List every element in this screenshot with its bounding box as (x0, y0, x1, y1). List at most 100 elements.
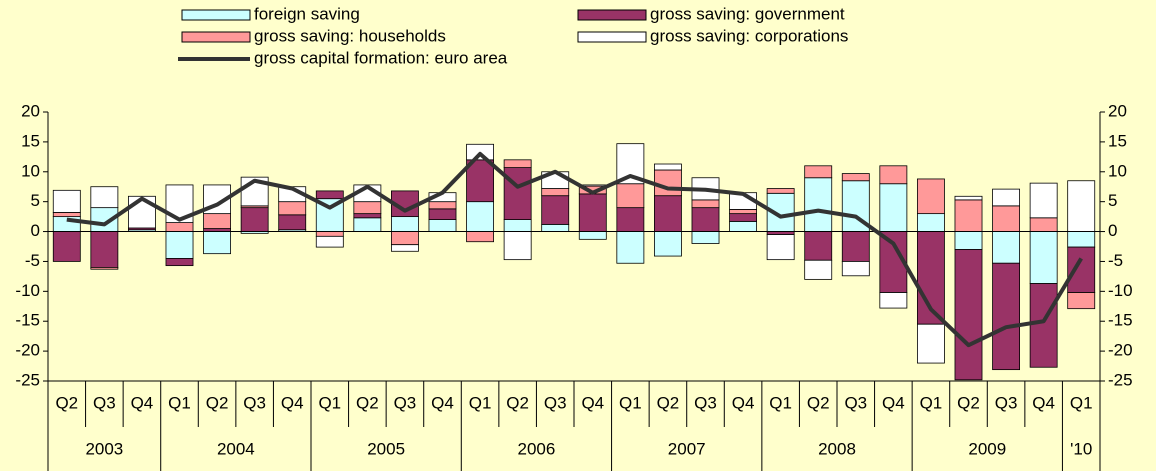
bar-segment (90, 186, 119, 209)
bar-segment (654, 163, 682, 171)
bar-segment (691, 199, 720, 209)
x-tick-label: Q3 (544, 393, 567, 412)
bar-segment (616, 207, 645, 232)
legend-label: gross capital formation: euro area (254, 48, 508, 67)
bar-segment (992, 262, 1020, 371)
bar-segment (616, 183, 645, 209)
x-tick-label: Q4 (281, 393, 304, 412)
x-tick-label: Q2 (206, 393, 229, 412)
x-tick-label: Q4 (1032, 393, 1055, 412)
y2-tick-label: -25 (1108, 370, 1133, 389)
bar-segment (391, 231, 419, 246)
y2-tick-label: -5 (1108, 251, 1123, 270)
bar-segment (879, 165, 908, 185)
bar-segment (992, 188, 1020, 207)
bar-segment (917, 231, 945, 325)
legend-swatch (577, 31, 647, 43)
bar-segment (1067, 246, 1096, 293)
bar-segment (541, 223, 570, 232)
bar-segment (428, 208, 457, 220)
x-tick-label: Q4 (131, 393, 154, 412)
x-tick-label: Q3 (694, 393, 717, 412)
x-tick-label: Q3 (844, 393, 867, 412)
bar-segment (240, 207, 269, 232)
bar-segment (804, 231, 833, 261)
x-tick-label: Q2 (55, 393, 78, 412)
bar-segment (391, 216, 419, 232)
bar-segment (1029, 231, 1058, 284)
bar-segment (804, 259, 833, 280)
bar-segment (353, 217, 382, 232)
x-tick-label: Q3 (243, 393, 266, 412)
x-tick-label: Q2 (356, 393, 379, 412)
y-tick-label: 15 (21, 131, 40, 150)
x-tick-label: Q1 (1070, 393, 1093, 412)
x-tick-label: Q1 (168, 393, 191, 412)
bar-segment (578, 231, 607, 240)
bar-segment (766, 188, 795, 194)
bar-segment (954, 231, 983, 250)
bar-segment (90, 231, 119, 268)
bar-segment (691, 231, 720, 244)
y-tick-label: -20 (15, 341, 40, 360)
bar-segment (804, 165, 833, 179)
bar-segment (1029, 217, 1058, 232)
bar-segment (654, 169, 682, 197)
y-tick-label: -10 (15, 281, 40, 300)
bar-segment (766, 234, 795, 261)
legend-label: foreign saving (254, 4, 360, 23)
bar-segment (1029, 283, 1058, 368)
y-tick-label: -15 (15, 311, 40, 330)
y2-tick-label: -20 (1108, 341, 1133, 360)
bar-segment (428, 201, 457, 210)
bar-segment (729, 209, 757, 215)
x-tick-label: Q3 (394, 393, 417, 412)
x-tick-label: Q1 (769, 393, 792, 412)
x-tick-label: Q4 (431, 393, 454, 412)
bar-segment (428, 219, 457, 232)
legend-label: gross saving: government (650, 4, 845, 23)
y-tick-label: 10 (21, 161, 40, 180)
bar-segment (1067, 231, 1096, 248)
bar-segment (954, 199, 983, 232)
x-tick-label: Q2 (807, 393, 830, 412)
bar-segment (1067, 180, 1096, 232)
y2-tick-label: 10 (1108, 161, 1127, 180)
y2-tick-label: -10 (1108, 281, 1133, 300)
y2-tick-label: 15 (1108, 131, 1127, 150)
bar-segment (203, 231, 231, 255)
bar-segment (992, 205, 1020, 232)
x-tick-label: Q4 (581, 393, 604, 412)
y2-tick-label: 5 (1108, 191, 1117, 210)
bar-segment (729, 220, 757, 232)
bar-segment (391, 244, 419, 252)
bar-segment (804, 177, 833, 232)
line-series (66, 151, 1083, 348)
bar-segment (503, 167, 532, 221)
bar-segment (1067, 292, 1096, 310)
bar-segment (1029, 182, 1058, 219)
bar-segment (315, 235, 344, 248)
legend-swatch (181, 31, 251, 43)
year-label: 2005 (367, 439, 405, 458)
bar-segment (278, 201, 307, 216)
bar-segment (691, 207, 720, 232)
x-tick-label: Q3 (93, 393, 116, 412)
year-label: 2009 (968, 439, 1006, 458)
x-tick-label: Q1 (318, 393, 341, 412)
bar-segment (165, 231, 194, 259)
bar-segment (52, 212, 81, 218)
bar-segment (841, 173, 870, 182)
bar-segment (165, 258, 194, 267)
bar-segment (917, 178, 945, 215)
bar-segment (466, 201, 494, 232)
bar-segment (841, 261, 870, 277)
bar-segment (52, 189, 81, 213)
y-tick-label: 20 (21, 101, 40, 120)
bar-segment (954, 249, 983, 381)
bar-segment (992, 231, 1020, 264)
legend-swatch (577, 9, 647, 21)
bar-segment (578, 193, 607, 232)
x-tick-label: Q4 (882, 393, 905, 412)
x-tick-label: Q4 (732, 393, 755, 412)
